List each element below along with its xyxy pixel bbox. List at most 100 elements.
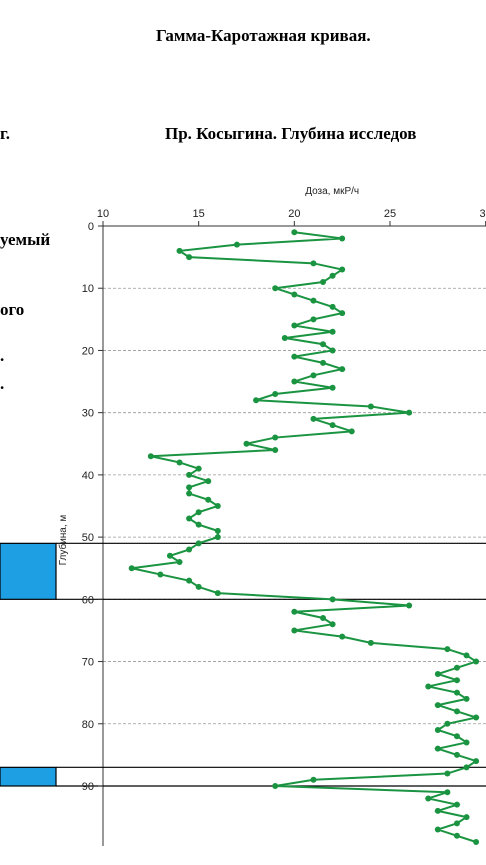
y-tick-label: 70	[82, 657, 94, 669]
data-point	[186, 515, 193, 522]
data-point	[128, 565, 135, 572]
data-point	[186, 546, 193, 553]
data-point	[434, 671, 441, 677]
data-point	[367, 403, 374, 410]
data-point	[272, 447, 279, 453]
document-subtitle: Пр. Косыгина. Глубина исследов	[165, 124, 417, 143]
data-point	[453, 801, 460, 808]
data-point	[195, 465, 202, 472]
data-point	[320, 615, 327, 621]
data-point	[453, 689, 460, 696]
data-point	[186, 577, 193, 584]
data-point	[272, 285, 279, 292]
data-point	[473, 839, 480, 845]
x-tick-label: 25	[384, 208, 396, 220]
data-point	[291, 378, 298, 385]
data-point	[434, 826, 441, 833]
data-point	[157, 571, 164, 578]
data-point	[453, 832, 460, 839]
data-point	[320, 341, 327, 348]
data-point	[339, 633, 346, 640]
y-axis-label: Глубина, м	[57, 515, 69, 566]
data-point	[425, 795, 432, 802]
left-text-fragment: .	[0, 346, 5, 365]
x-tick-label: 10	[97, 208, 109, 220]
data-point	[329, 303, 336, 310]
data-point	[434, 702, 441, 709]
data-point	[463, 652, 470, 659]
data-point	[291, 229, 298, 236]
data-point	[195, 540, 202, 547]
data-point	[320, 279, 327, 285]
data-point	[186, 471, 193, 478]
data-point	[205, 478, 212, 485]
y-tick-label: 60	[82, 594, 94, 606]
data-point	[272, 391, 279, 397]
data-point	[176, 247, 183, 254]
data-point	[453, 708, 460, 715]
x-tick-label: 30	[480, 208, 486, 220]
left-text-fragment: г.	[0, 124, 11, 143]
data-point	[434, 727, 441, 733]
data-point	[253, 397, 260, 404]
data-point	[214, 534, 221, 541]
data-point	[186, 254, 193, 261]
data-point	[367, 639, 374, 646]
data-point	[147, 453, 154, 460]
y-tick-label: 10	[82, 283, 94, 295]
data-point	[329, 347, 336, 354]
left-text-fragment: ого	[0, 300, 25, 319]
y-tick-label: 50	[82, 532, 94, 544]
data-point	[310, 297, 317, 304]
data-point	[310, 776, 317, 783]
data-point	[463, 814, 470, 821]
data-point	[339, 266, 346, 273]
data-point	[453, 733, 460, 740]
data-point	[272, 434, 279, 441]
interval-block	[0, 542, 57, 600]
data-point	[425, 683, 432, 690]
y-tick-label: 90	[82, 781, 94, 793]
data-point	[176, 459, 183, 466]
data-point	[473, 758, 480, 765]
left-text-fragment: .	[0, 374, 5, 393]
data-point	[195, 509, 202, 516]
data-point	[329, 272, 336, 279]
data-point	[233, 241, 240, 248]
data-point	[205, 496, 212, 503]
data-point	[453, 751, 460, 758]
data-point	[348, 428, 355, 435]
data-point	[310, 372, 317, 379]
data-point	[291, 627, 298, 634]
data-point	[320, 359, 327, 366]
data-point	[186, 490, 193, 497]
data-point	[453, 677, 460, 684]
data-point	[444, 770, 451, 777]
data-point	[214, 503, 221, 509]
data-point	[406, 409, 413, 416]
data-point	[463, 739, 470, 746]
y-tick-label: 30	[82, 408, 94, 420]
y-tick-label: 80	[82, 719, 94, 731]
data-point	[453, 664, 460, 671]
data-point	[166, 552, 173, 559]
data-point	[291, 291, 298, 298]
data-point	[310, 260, 317, 267]
data-point	[406, 602, 413, 609]
data-point	[186, 484, 193, 491]
data-point	[463, 695, 470, 702]
data-point	[329, 422, 336, 429]
data-point	[463, 764, 470, 771]
data-point	[272, 783, 279, 789]
y-tick-label: 20	[82, 345, 94, 357]
data-point	[329, 328, 336, 335]
data-point	[195, 583, 202, 590]
data-point	[444, 646, 451, 653]
data-point	[214, 590, 221, 597]
data-point	[329, 621, 336, 628]
data-point	[434, 807, 441, 814]
data-point	[329, 384, 336, 391]
data-point	[243, 440, 250, 447]
data-point	[310, 415, 317, 422]
